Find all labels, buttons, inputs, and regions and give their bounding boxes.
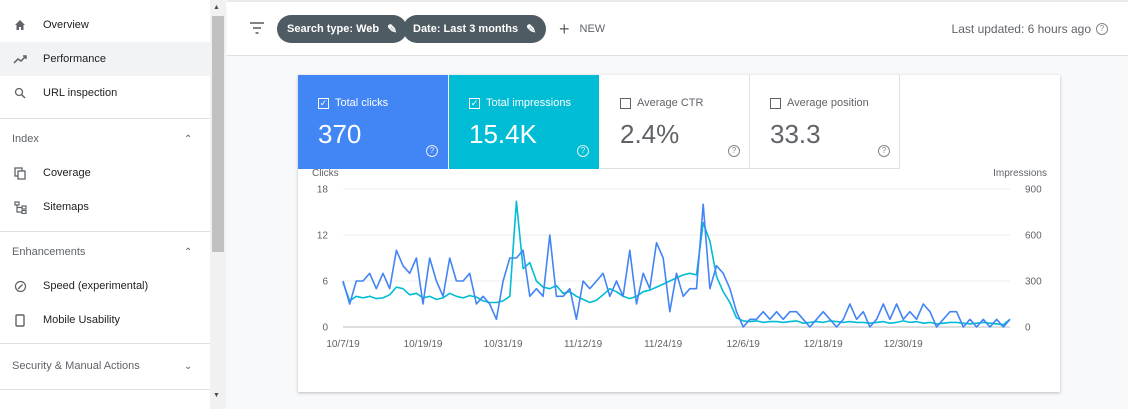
sidebar-item-speed[interactable]: Speed (experimental) xyxy=(0,269,210,303)
pencil-icon: ✎ xyxy=(387,22,398,36)
sidebar-item-label: Mobile Usability xyxy=(43,314,121,326)
sidebar-item-label: URL inspection xyxy=(43,87,118,99)
metric-value: 15.4K xyxy=(469,119,537,149)
x-tick-label: 12/18/19 xyxy=(804,339,843,350)
date-chip[interactable]: Date: Last 3 months ✎ xyxy=(403,15,547,43)
sidebar-item-label: Sitemaps xyxy=(43,201,89,213)
metric-header: Average CTR xyxy=(620,97,703,109)
help-icon[interactable]: ? xyxy=(1096,23,1108,35)
trending-up-icon xyxy=(13,52,27,66)
left-tick-label: 6 xyxy=(322,277,328,288)
help-icon[interactable]: ? xyxy=(426,145,438,157)
checkbox-unchecked-icon[interactable] xyxy=(770,97,781,109)
section-security[interactable]: Security & Manual Actions ⌄ xyxy=(0,351,210,381)
checkbox-checked-icon[interactable]: ✓ xyxy=(469,97,480,109)
copy-pages-icon xyxy=(13,166,27,180)
left-tick-label: 12 xyxy=(317,231,329,242)
search-icon xyxy=(13,86,27,100)
help-icon[interactable]: ? xyxy=(878,145,890,157)
section-label: Security & Manual Actions xyxy=(12,360,140,372)
help-icon[interactable]: ? xyxy=(728,145,740,157)
right-axis-title: Impressions xyxy=(993,169,1047,179)
checkbox-unchecked-icon[interactable] xyxy=(620,97,631,109)
left-tick-label: 0 xyxy=(322,323,328,334)
last-updated-text: Last updated: 6 hours ago xyxy=(951,22,1091,36)
metric-label: Total clicks xyxy=(335,97,389,109)
sidebar-item-url-inspection[interactable]: URL inspection xyxy=(0,76,210,110)
sidebar-item-coverage[interactable]: Coverage xyxy=(0,156,210,190)
help-icon[interactable]: ? xyxy=(577,145,589,157)
section-label: Enhancements xyxy=(12,246,86,258)
metric-value: 370 xyxy=(318,119,362,149)
sidebar-item-sitemaps[interactable]: Sitemaps xyxy=(0,190,210,224)
metric-value: 33.3 xyxy=(770,119,821,149)
sidebar-item-label: Speed (experimental) xyxy=(43,280,149,292)
right-tick-label: 900 xyxy=(1025,185,1042,196)
filter-toolbar: Search type: Web ✎ Date: Last 3 months ✎… xyxy=(227,0,1128,56)
metric-header: ✓ Total impressions xyxy=(469,97,571,109)
metric-value: 2.4% xyxy=(620,119,680,149)
metric-label: Total impressions xyxy=(486,97,571,109)
new-label: NEW xyxy=(579,23,606,35)
x-tick-label: 12/6/19 xyxy=(727,339,761,350)
divider xyxy=(0,231,210,232)
right-tick-label: 600 xyxy=(1025,231,1042,242)
x-tick-label: 10/31/19 xyxy=(484,339,523,350)
right-tick-label: 300 xyxy=(1025,277,1042,288)
phone-icon xyxy=(13,313,27,327)
impressions-series-line xyxy=(342,200,1011,326)
last-updated: Last updated: 6 hours ago ? xyxy=(952,22,1108,36)
performance-chart[interactable]: Clicks Impressions 0 0 6 300 12 600 18 900 10/7/19… xyxy=(298,169,1060,392)
x-tick-label: 10/7/19 xyxy=(326,339,360,350)
search-type-chip[interactable]: Search type: Web ✎ xyxy=(277,15,408,43)
x-tick-label: 11/12/19 xyxy=(564,339,603,350)
scroll-up-arrow-icon[interactable]: ▲ xyxy=(213,4,220,11)
metric-average-position[interactable]: Average position 33.3 ? xyxy=(750,75,900,169)
metric-header: Average position xyxy=(770,97,869,109)
speed-gauge-icon xyxy=(13,279,27,293)
sidebar-item-label: Performance xyxy=(43,53,106,65)
chevron-up-icon: ⌃ xyxy=(184,246,193,258)
metric-label: Average position xyxy=(787,97,869,109)
checkbox-checked-icon[interactable]: ✓ xyxy=(318,97,329,109)
section-label: Index xyxy=(12,133,39,145)
chip-label: Date: Last 3 months xyxy=(413,23,519,35)
sidebar-item-mobile-usability[interactable]: Mobile Usability xyxy=(0,303,210,337)
sitemap-icon xyxy=(13,200,27,214)
left-tick-label: 18 xyxy=(317,185,329,196)
sidebar-item-label: Coverage xyxy=(43,167,91,179)
sidebar-scroll-thumb[interactable] xyxy=(212,16,224,252)
chevron-down-icon: ⌄ xyxy=(184,360,193,372)
divider xyxy=(0,343,210,344)
new-filter-button[interactable]: + NEW xyxy=(559,15,605,43)
filter-icon[interactable] xyxy=(249,20,265,36)
divider xyxy=(0,118,210,119)
x-tick-label: 10/19/19 xyxy=(404,339,443,350)
x-tick-label: 12/30/19 xyxy=(884,339,923,350)
section-enhancements[interactable]: Enhancements ⌃ xyxy=(0,237,210,267)
section-index[interactable]: Index ⌃ xyxy=(0,124,210,154)
metric-total-clicks[interactable]: ✓ Total clicks 370 ? xyxy=(298,75,448,169)
scroll-down-arrow-icon[interactable]: ▼ xyxy=(213,392,220,399)
performance-card: ✓ Total clicks 370 ? ✓ Total impressions… xyxy=(298,75,1060,392)
sidebar-item-label: Overview xyxy=(43,19,89,31)
chip-label: Search type: Web xyxy=(287,23,380,35)
metric-average-ctr[interactable]: Average CTR 2.4% ? xyxy=(600,75,750,169)
home-icon xyxy=(13,18,27,32)
left-axis-title: Clicks xyxy=(312,169,339,179)
plus-icon: + xyxy=(559,18,570,39)
x-tick-label: 11/24/19 xyxy=(644,339,683,350)
sidebar-item-overview[interactable]: Overview xyxy=(0,8,210,42)
metric-header: ✓ Total clicks xyxy=(318,97,388,109)
pencil-icon: ✎ xyxy=(526,22,537,36)
right-tick-label: 0 xyxy=(1025,323,1031,334)
chevron-up-icon: ⌃ xyxy=(184,133,193,145)
metric-total-impressions[interactable]: ✓ Total impressions 15.4K ? xyxy=(449,75,599,169)
sidebar: Overview Performance URL inspection Inde… xyxy=(0,0,226,409)
metric-label: Average CTR xyxy=(637,97,704,109)
divider xyxy=(0,389,210,390)
sidebar-item-performance[interactable]: Performance xyxy=(0,42,210,76)
clicks-series-line xyxy=(342,203,1011,328)
